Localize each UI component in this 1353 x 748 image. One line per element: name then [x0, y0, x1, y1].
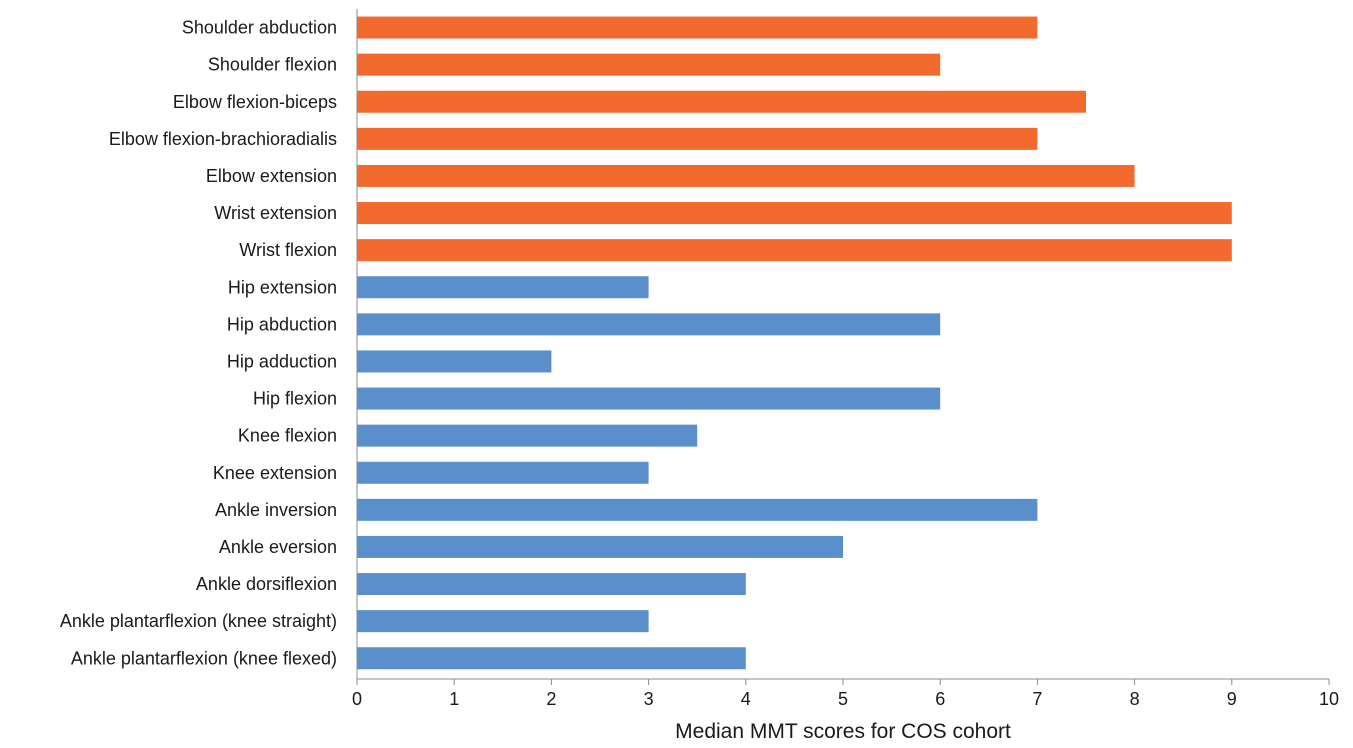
x-tick-label: 7 [1032, 689, 1042, 709]
bar-shoulder-abduction [357, 16, 1038, 39]
bar-hip-adduction [357, 350, 552, 373]
category-label: Ankle plantarflexion (knee flexed) [71, 648, 337, 668]
category-label: Hip extension [228, 277, 337, 297]
bar-hip-extension [357, 276, 649, 299]
bar-hip-flexion [357, 387, 941, 410]
x-tick-label: 2 [546, 689, 556, 709]
x-tick-label: 10 [1319, 689, 1339, 709]
category-label: Hip abduction [227, 314, 337, 334]
bar-ankle-plantarflexion-knee-flexed [357, 647, 746, 670]
bar-elbow-flexion-brachioradialis [357, 127, 1038, 150]
bar-ankle-plantarflexion-knee-straight [357, 610, 649, 633]
category-labels-group: Shoulder abduction Shoulder flexion Elbow … [60, 18, 337, 669]
bar-elbow-extension [357, 164, 1135, 187]
x-ticks-group: 0 1 2 3 4 5 6 7 8 9 10 [352, 679, 1339, 709]
x-tick-label: 3 [644, 689, 654, 709]
category-label: Shoulder abduction [182, 18, 337, 38]
bar-shoulder-flexion [357, 53, 941, 76]
bar-knee-extension [357, 461, 649, 484]
category-label: Ankle eversion [219, 537, 337, 557]
x-tick-label: 0 [352, 689, 362, 709]
bar-knee-flexion [357, 424, 698, 447]
category-label: Ankle dorsiflexion [196, 574, 337, 594]
category-label: Knee extension [213, 463, 337, 483]
x-axis-title: Median MMT scores for COS cohort [675, 720, 1011, 743]
x-tick-label: 9 [1227, 689, 1237, 709]
bar-wrist-flexion [357, 239, 1232, 262]
bars-group [357, 16, 1232, 670]
category-label: Knee flexion [238, 426, 337, 446]
bar-wrist-extension [357, 202, 1232, 225]
category-label: Wrist flexion [239, 240, 337, 260]
category-label: Shoulder flexion [208, 55, 337, 75]
bar-ankle-inversion [357, 498, 1038, 521]
x-tick-label: 1 [449, 689, 459, 709]
x-tick-label: 5 [838, 689, 848, 709]
category-label: Ankle plantarflexion (knee straight) [60, 611, 337, 631]
bar-ankle-eversion [357, 535, 843, 558]
category-label: Hip adduction [227, 351, 337, 371]
category-label: Elbow flexion-biceps [173, 92, 337, 112]
category-label: Hip flexion [253, 389, 337, 409]
x-tick-label: 8 [1130, 689, 1140, 709]
bar-elbow-flexion-biceps [357, 90, 1086, 113]
bar-ankle-dorsiflexion [357, 573, 746, 596]
category-label: Ankle inversion [215, 500, 337, 520]
category-label: Elbow flexion-brachioradialis [109, 129, 337, 149]
bar-hip-abduction [357, 313, 941, 336]
x-tick-label: 6 [935, 689, 945, 709]
category-label: Wrist extension [214, 203, 337, 223]
category-label: Elbow extension [206, 166, 337, 186]
x-tick-label: 4 [741, 689, 751, 709]
